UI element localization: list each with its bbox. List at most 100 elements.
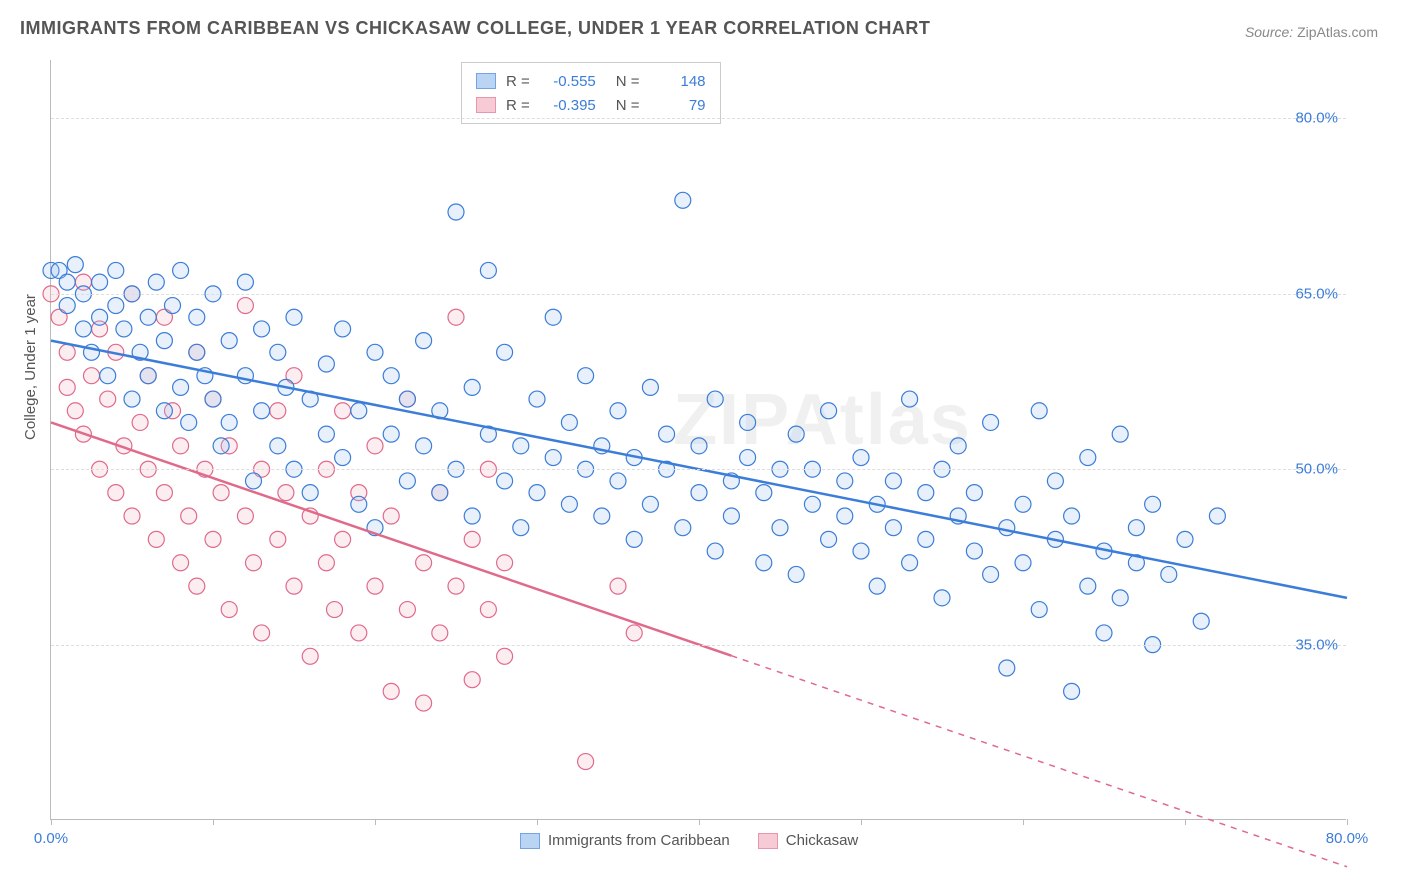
scatter-point bbox=[788, 426, 804, 442]
legend-r-value-0: -0.555 bbox=[540, 73, 596, 90]
scatter-point bbox=[999, 520, 1015, 536]
scatter-point bbox=[642, 379, 658, 395]
scatter-point bbox=[740, 450, 756, 466]
plot-area: ZIPAtlas R = -0.555 N = 148 R = -0.395 N… bbox=[50, 60, 1346, 820]
scatter-point bbox=[383, 426, 399, 442]
chart-svg bbox=[51, 60, 1346, 819]
scatter-point bbox=[464, 379, 480, 395]
scatter-point bbox=[173, 555, 189, 571]
scatter-point bbox=[108, 298, 124, 314]
scatter-point bbox=[92, 309, 108, 325]
gridline-h bbox=[51, 469, 1346, 470]
scatter-point bbox=[254, 321, 270, 337]
x-tick-label: 80.0% bbox=[1326, 830, 1369, 847]
scatter-point bbox=[237, 508, 253, 524]
y-axis-label: College, Under 1 year bbox=[22, 294, 39, 440]
scatter-point bbox=[124, 508, 140, 524]
scatter-point bbox=[837, 508, 853, 524]
legend-n-value-0: 148 bbox=[650, 73, 706, 90]
scatter-point bbox=[1015, 496, 1031, 512]
scatter-point bbox=[1112, 426, 1128, 442]
scatter-point bbox=[416, 555, 432, 571]
scatter-point bbox=[1047, 473, 1063, 489]
scatter-point bbox=[561, 414, 577, 430]
scatter-point bbox=[318, 555, 334, 571]
scatter-point bbox=[165, 298, 181, 314]
scatter-point bbox=[416, 695, 432, 711]
scatter-point bbox=[1080, 578, 1096, 594]
scatter-point bbox=[448, 204, 464, 220]
scatter-point bbox=[934, 590, 950, 606]
scatter-point bbox=[480, 602, 496, 618]
scatter-point bbox=[205, 391, 221, 407]
scatter-point bbox=[59, 298, 75, 314]
scatter-point bbox=[723, 508, 739, 524]
legend-bottom-swatch-1 bbox=[758, 833, 778, 849]
scatter-point bbox=[189, 344, 205, 360]
legend-correlation-box: R = -0.555 N = 148 R = -0.395 N = 79 bbox=[461, 62, 721, 124]
scatter-point bbox=[270, 403, 286, 419]
scatter-point bbox=[181, 508, 197, 524]
scatter-point bbox=[966, 485, 982, 501]
scatter-point bbox=[480, 262, 496, 278]
scatter-point bbox=[383, 508, 399, 524]
x-tick bbox=[861, 819, 862, 825]
scatter-point bbox=[246, 555, 262, 571]
scatter-point bbox=[513, 520, 529, 536]
scatter-point bbox=[772, 520, 788, 536]
scatter-point bbox=[756, 555, 772, 571]
scatter-point bbox=[67, 257, 83, 273]
scatter-point bbox=[205, 531, 221, 547]
x-tick bbox=[375, 819, 376, 825]
chart-title: IMMIGRANTS FROM CARIBBEAN VS CHICKASAW C… bbox=[20, 18, 930, 39]
scatter-point bbox=[254, 403, 270, 419]
y-tick-label: 50.0% bbox=[1295, 461, 1338, 478]
scatter-point bbox=[902, 555, 918, 571]
scatter-point bbox=[221, 602, 237, 618]
legend-row-1: R = -0.395 N = 79 bbox=[476, 93, 706, 117]
scatter-point bbox=[626, 531, 642, 547]
scatter-point bbox=[181, 414, 197, 430]
scatter-point bbox=[788, 566, 804, 582]
scatter-point bbox=[189, 578, 205, 594]
scatter-point bbox=[464, 508, 480, 524]
scatter-point bbox=[1193, 613, 1209, 629]
scatter-point bbox=[318, 426, 334, 442]
scatter-point bbox=[885, 473, 901, 489]
scatter-point bbox=[1128, 520, 1144, 536]
source-link[interactable]: ZipAtlas.com bbox=[1297, 24, 1378, 40]
scatter-point bbox=[108, 485, 124, 501]
scatter-point bbox=[1145, 496, 1161, 512]
scatter-point bbox=[1161, 566, 1177, 582]
scatter-point bbox=[173, 379, 189, 395]
scatter-point bbox=[108, 262, 124, 278]
legend-series-box: Immigrants from Caribbean Chickasaw bbox=[520, 832, 858, 849]
scatter-point bbox=[885, 520, 901, 536]
x-tick bbox=[1023, 819, 1024, 825]
scatter-point bbox=[213, 438, 229, 454]
scatter-point bbox=[100, 391, 116, 407]
scatter-point bbox=[335, 450, 351, 466]
scatter-point bbox=[246, 473, 262, 489]
scatter-point bbox=[610, 473, 626, 489]
legend-n-label-0: N = bbox=[616, 73, 640, 90]
scatter-point bbox=[902, 391, 918, 407]
scatter-point bbox=[302, 648, 318, 664]
scatter-point bbox=[173, 262, 189, 278]
legend-bottom-swatch-0 bbox=[520, 833, 540, 849]
x-tick-label: 0.0% bbox=[34, 830, 68, 847]
scatter-point bbox=[1031, 602, 1047, 618]
scatter-point bbox=[837, 473, 853, 489]
scatter-point bbox=[399, 473, 415, 489]
scatter-point bbox=[626, 625, 642, 641]
scatter-point bbox=[578, 368, 594, 384]
scatter-point bbox=[318, 356, 334, 372]
scatter-point bbox=[1015, 555, 1031, 571]
scatter-point bbox=[367, 344, 383, 360]
scatter-point bbox=[497, 648, 513, 664]
gridline-h bbox=[51, 645, 1346, 646]
scatter-point bbox=[740, 414, 756, 430]
scatter-point bbox=[918, 531, 934, 547]
x-tick bbox=[699, 819, 700, 825]
scatter-point bbox=[140, 368, 156, 384]
